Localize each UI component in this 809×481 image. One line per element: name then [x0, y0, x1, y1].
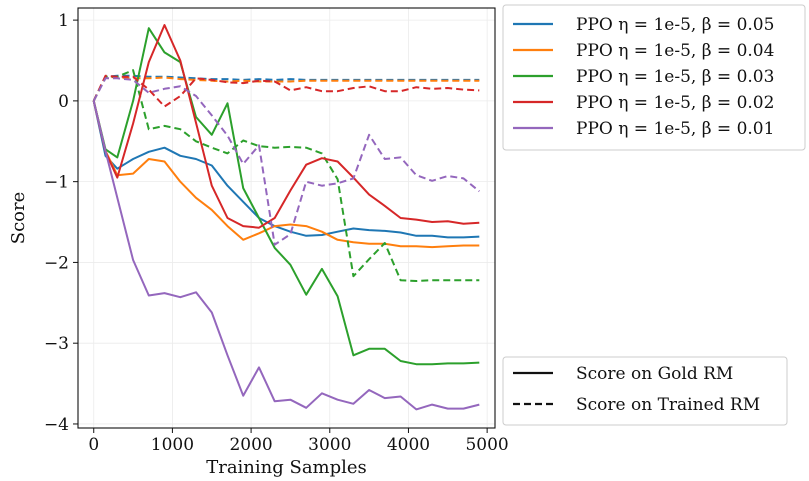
- legend-label: PPO η = 1e-5, β = 0.03: [576, 67, 774, 87]
- y-axis-title: Score: [8, 192, 29, 245]
- series-legend-frame: [502, 4, 806, 151]
- style-legend-label: Score on Trained RM: [576, 395, 760, 415]
- legend-label: PPO η = 1e-5, β = 0.04: [576, 41, 774, 61]
- x-tick-label: 3000: [308, 435, 351, 455]
- series-line-1-solid: [92, 100, 480, 239]
- series-line-5-solid: [92, 27, 480, 366]
- x-tick-label: 5000: [465, 435, 508, 455]
- x-tick-label: 2000: [229, 435, 272, 455]
- legend-label: PPO η = 1e-5, β = 0.05: [576, 15, 774, 35]
- y-tick-label: −1: [44, 173, 69, 193]
- style-legend-label: Score on Gold RM: [576, 364, 733, 384]
- legend-label: PPO η = 1e-5, β = 0.02: [576, 93, 774, 113]
- y-tick-label: 1: [58, 11, 69, 31]
- series-line-3-solid: [92, 100, 480, 249]
- x-tick-label: 4000: [387, 435, 430, 455]
- y-tick-label: 0: [58, 92, 69, 112]
- x-tick-label: 1000: [151, 435, 194, 455]
- y-tick-label: −4: [44, 415, 69, 435]
- y-tick-label: −3: [44, 334, 69, 354]
- series-line-8-dashed: [92, 74, 480, 108]
- series-line-4-dashed: [92, 75, 480, 102]
- plot-frame: [77, 7, 496, 429]
- x-axis-title: Training Samples: [206, 457, 367, 478]
- legend-label: PPO η = 1e-5, β = 0.01: [576, 119, 774, 139]
- series-line-9-solid: [92, 100, 480, 411]
- style-legend-frame: [502, 356, 788, 426]
- y-tick-label: −2: [44, 253, 69, 273]
- series-line-6-dashed: [92, 69, 480, 282]
- series-layer: [92, 24, 480, 411]
- series-line-7-solid: [92, 24, 480, 229]
- series-line-10-dashed: [92, 77, 480, 246]
- x-tick-label: 0: [88, 435, 99, 455]
- series-legend: PPO η = 1e-5, β = 0.05 PPO η = 1e-5, β = …: [502, 4, 806, 151]
- line-style-legend: Score on Gold RM Score on Trained RM: [502, 356, 788, 426]
- axis-ticks: 0 1000 2000 3000 4000 5000 1 0 −1 −2 −3 −4: [44, 11, 509, 455]
